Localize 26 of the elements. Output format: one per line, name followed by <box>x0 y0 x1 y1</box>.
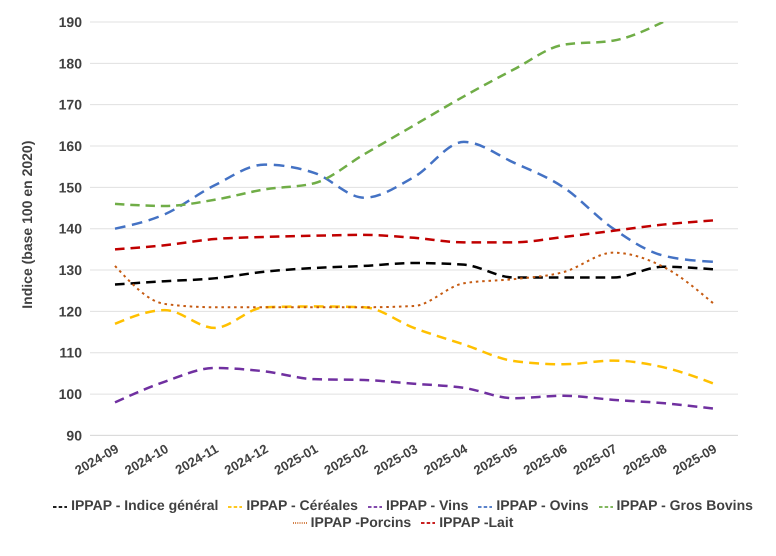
y-tick-label: 150 <box>58 179 82 196</box>
legend-label: IPPAP - Ovins <box>496 497 588 514</box>
y-tick-label: 190 <box>58 14 82 30</box>
y-tick-label: 180 <box>58 55 82 72</box>
y-tick-label: 160 <box>58 138 82 154</box>
line-series <box>114 140 714 264</box>
y-tick-label: 140 <box>58 220 82 237</box>
legend-label: IPPAP - Indice général <box>71 497 218 514</box>
legend-label: IPPAP - Vins <box>386 497 468 514</box>
line-series <box>114 305 714 385</box>
line-series <box>114 366 714 410</box>
line-series <box>114 262 714 286</box>
y-tick-label: 90 <box>66 427 82 444</box>
y-tick-label: 110 <box>59 344 82 361</box>
y-tick-label: 170 <box>58 96 82 113</box>
line-series <box>114 22 664 208</box>
legend-label: IPPAP -Porcins <box>310 514 412 530</box>
line-series <box>114 252 714 308</box>
line-series <box>114 219 714 251</box>
legend-label: IPPAP -Lait <box>439 514 514 530</box>
legend-label: IPPAP - Céréales <box>246 497 358 514</box>
y-axis-title: Indice (base 100 en 2020) <box>18 140 35 309</box>
legend-label: IPPAP - Gros Bovins <box>616 497 753 514</box>
y-tick-label: 130 <box>58 262 82 278</box>
y-tick-label: 100 <box>58 386 82 402</box>
y-tick-label: 120 <box>58 303 82 320</box>
